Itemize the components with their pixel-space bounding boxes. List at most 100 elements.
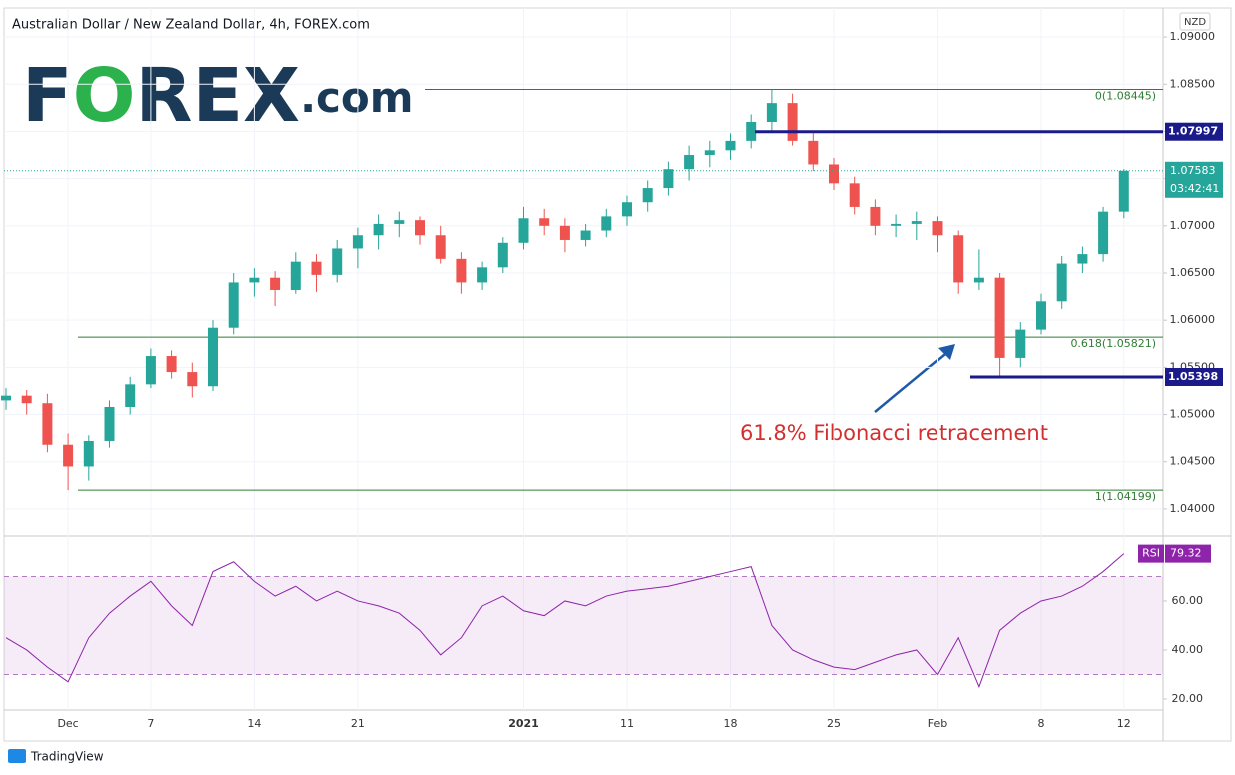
annotation: 61.8% Fibonacci retracement bbox=[740, 421, 1048, 445]
x-tick-label: 2021 bbox=[508, 717, 539, 730]
x-tick-label: 21 bbox=[351, 717, 365, 730]
x-tick-label: 7 bbox=[147, 717, 154, 730]
logo-part: F bbox=[22, 53, 73, 139]
candle-body bbox=[125, 384, 136, 407]
candle-body bbox=[290, 261, 301, 290]
currency: NZD bbox=[1184, 17, 1206, 28]
candle-body bbox=[1056, 263, 1067, 302]
x-tick-label: 12 bbox=[1117, 717, 1131, 730]
level-label: 1.05398 bbox=[1168, 370, 1218, 383]
fib-label: 0.618(1.05821) bbox=[1070, 337, 1156, 350]
rsi-line bbox=[5, 553, 1125, 689]
candle-body bbox=[332, 248, 343, 275]
x-tick-label: 14 bbox=[247, 717, 261, 730]
candle-body bbox=[829, 164, 839, 184]
y-tick-label: 1.06500 bbox=[1170, 266, 1216, 279]
y-tick-label: 1.04000 bbox=[1170, 502, 1216, 515]
candle-body bbox=[539, 218, 550, 226]
last-price-label: 1.07583 bbox=[1170, 164, 1216, 177]
candle-body bbox=[373, 223, 384, 236]
rsi-value: 79.32 bbox=[1170, 547, 1202, 560]
brand: TradingView bbox=[30, 750, 104, 764]
candle-body bbox=[601, 216, 612, 231]
candle-body bbox=[704, 150, 715, 156]
candle-body bbox=[42, 403, 53, 445]
annotation-arrowhead bbox=[938, 344, 955, 360]
candle-body bbox=[518, 218, 529, 243]
candle-body bbox=[642, 188, 653, 203]
x-tick-label: 18 bbox=[724, 717, 738, 730]
y-tick-label: 1.07000 bbox=[1170, 219, 1216, 232]
y-tick-label: 1.04500 bbox=[1170, 455, 1216, 468]
fib-label: 1(1.04199) bbox=[1095, 490, 1156, 503]
candle-body bbox=[580, 230, 591, 240]
candle-body bbox=[725, 140, 736, 151]
y-tick-label: 40.00 bbox=[1172, 643, 1204, 656]
candle-body bbox=[166, 356, 177, 373]
candle-body bbox=[746, 121, 757, 141]
currency-box bbox=[1179, 12, 1211, 31]
rsi-value-box bbox=[1165, 544, 1211, 563]
candle-body bbox=[145, 356, 156, 385]
candle-body bbox=[1015, 329, 1026, 358]
candle-body bbox=[684, 155, 695, 170]
candle-body bbox=[63, 444, 74, 467]
level-label-box bbox=[1165, 122, 1223, 141]
candle-body bbox=[394, 220, 405, 224]
chart-title: Australian Dollar / New Zealand Dollar, … bbox=[12, 18, 370, 33]
rsi-name-box bbox=[1138, 544, 1164, 563]
candle-body bbox=[973, 277, 984, 283]
candle-body bbox=[228, 282, 239, 328]
y-tick-label: 60.00 bbox=[1172, 594, 1204, 607]
candle-body bbox=[808, 140, 819, 165]
candle-body bbox=[891, 223, 902, 226]
candle-body bbox=[1118, 170, 1129, 212]
x-tick-label: 8 bbox=[1038, 717, 1045, 730]
candle-body bbox=[994, 277, 1005, 358]
candle-body bbox=[352, 235, 363, 249]
candle-body bbox=[249, 277, 260, 283]
last-price-box bbox=[1165, 161, 1223, 198]
x-tick-label: 11 bbox=[620, 717, 634, 730]
countdown: 03:42:41 bbox=[1170, 182, 1219, 195]
rsi-name: RSI bbox=[1142, 547, 1160, 560]
candle-body bbox=[870, 206, 881, 226]
y-tick-label: 1.06000 bbox=[1170, 313, 1216, 326]
candle-body bbox=[622, 202, 632, 217]
level-label-box bbox=[1165, 367, 1223, 386]
candle-body bbox=[187, 372, 198, 387]
candle-body bbox=[1, 395, 11, 401]
fib-label: 0(1.08445) bbox=[1095, 89, 1156, 102]
x-tick-label: Dec bbox=[57, 717, 78, 730]
frame bbox=[3, 7, 1232, 742]
level-label: 1.07997 bbox=[1168, 125, 1218, 138]
y-tick-label: 20.00 bbox=[1172, 692, 1204, 705]
candle-body bbox=[1036, 301, 1046, 330]
candle-body bbox=[497, 242, 508, 268]
logo-part: .com bbox=[300, 73, 413, 122]
rsi-band bbox=[4, 576, 1163, 675]
candle-body bbox=[435, 235, 446, 259]
candle-body bbox=[849, 183, 860, 207]
y-tick-label: 1.08500 bbox=[1170, 77, 1216, 90]
candle-body bbox=[208, 327, 218, 387]
brand-icon bbox=[8, 749, 26, 763]
candle-body bbox=[477, 267, 488, 283]
candle-body bbox=[415, 220, 425, 236]
candle-body bbox=[663, 169, 674, 189]
candle-body bbox=[911, 221, 922, 224]
candle-body bbox=[456, 258, 467, 283]
candle-body bbox=[932, 221, 943, 236]
logo: FOREX.com bbox=[22, 53, 414, 139]
y-tick-label: 1.05000 bbox=[1170, 408, 1216, 421]
y-tick-label: 1.09000 bbox=[1170, 30, 1216, 43]
logo-part: REX bbox=[135, 53, 300, 139]
candle-body bbox=[953, 235, 964, 283]
candle-body bbox=[766, 103, 777, 122]
candle-body bbox=[1077, 254, 1088, 264]
candle-body bbox=[559, 225, 570, 240]
candle-body bbox=[270, 277, 281, 290]
candle-body bbox=[21, 395, 32, 404]
